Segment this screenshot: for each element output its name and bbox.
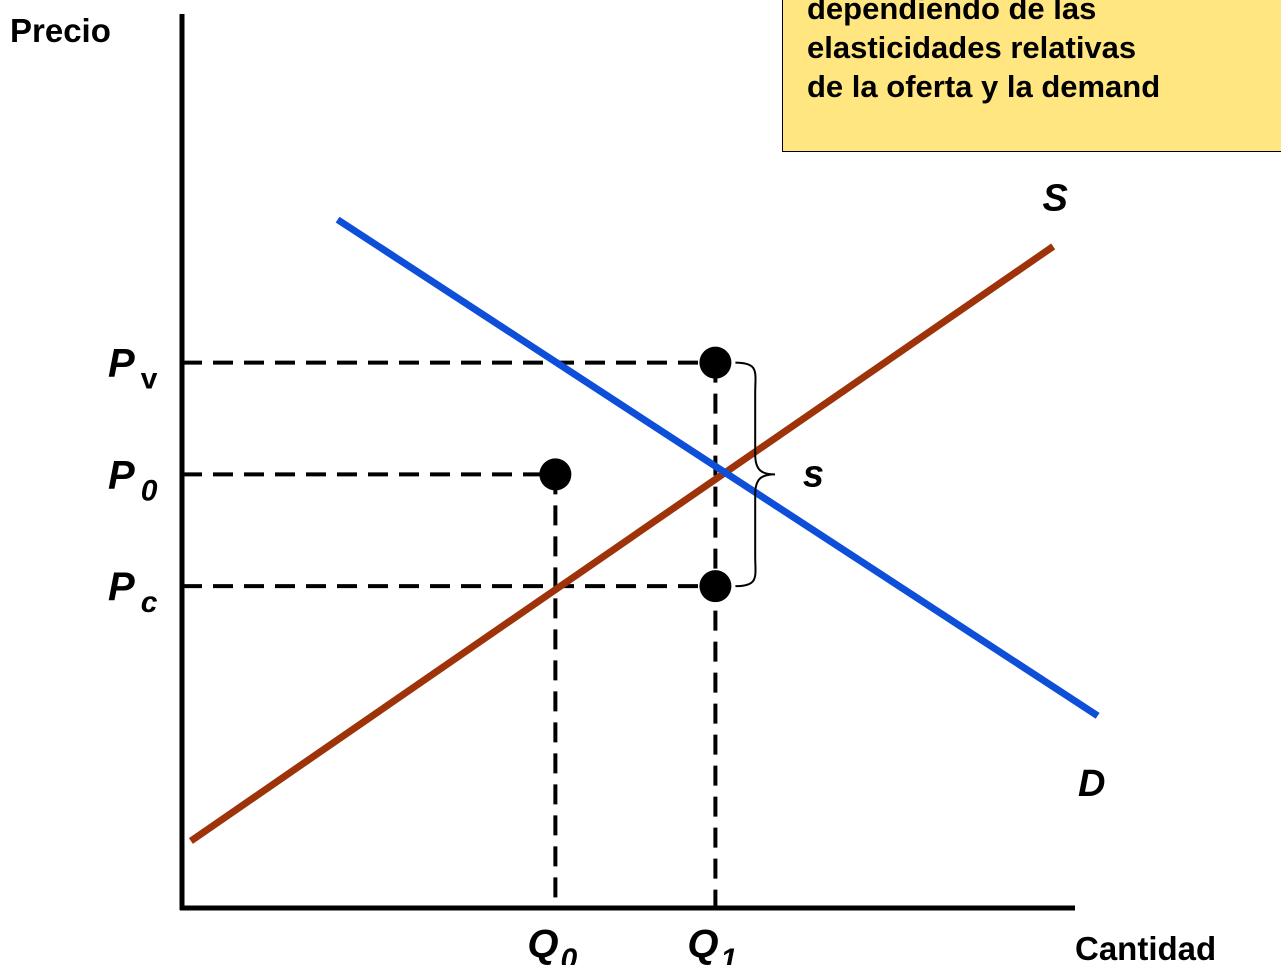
callout-line-2: elasticidades relativas [807, 30, 1137, 65]
quantity-label-1: Q1 [687, 922, 737, 965]
callout-line-3: de la oferta y la demand [807, 69, 1161, 104]
demand-label: D [1078, 763, 1105, 805]
points [539, 346, 732, 603]
point-2 [539, 458, 572, 491]
reference-lines [182, 360, 718, 908]
supply-label: S [1043, 177, 1068, 219]
subsidy-label: s [803, 453, 824, 495]
demand-curve [335, 216, 1100, 719]
callout-box: dependiendo de las elasticidades relativ… [782, 0, 1281, 152]
marker-labels: S D P v P 0 P c Q0 Q1 [108, 177, 1105, 965]
supply-curve [188, 243, 1056, 844]
series-lines [188, 216, 1100, 844]
point-1 [699, 570, 732, 603]
quantity-label-0: Q0 [527, 922, 577, 965]
y-axis-title: Precio [10, 12, 111, 49]
subsidy-brace-group: s [735, 361, 824, 588]
x-axis-title: Cantidad [1075, 930, 1216, 965]
point-0 [699, 346, 732, 379]
subsidy-brace [735, 361, 776, 588]
callout-line-1: dependiendo de las [807, 0, 1097, 26]
